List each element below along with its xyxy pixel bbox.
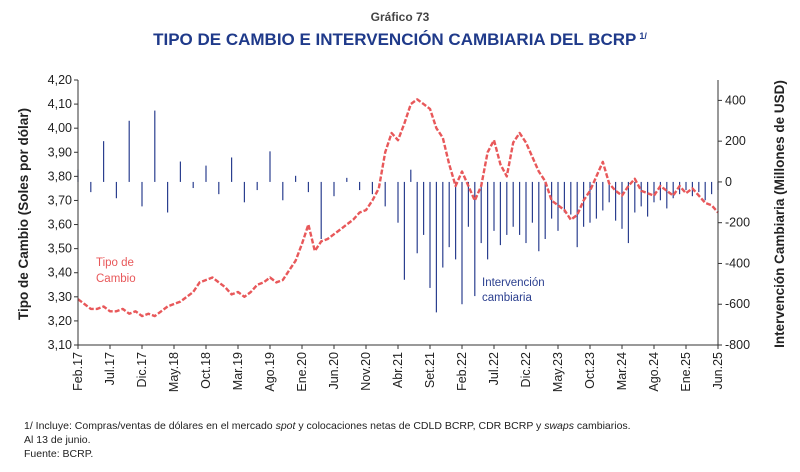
left-tick-label: 3,40 — [48, 266, 72, 280]
left-tick-label: 3,50 — [48, 242, 72, 256]
left-tick-label: 3,20 — [48, 314, 72, 328]
x-tick-label: Ago.19 — [263, 352, 277, 392]
right-tick-label: 400 — [725, 93, 746, 107]
left-tick-label: 3,70 — [48, 193, 72, 207]
x-tick-label: Mar.19 — [231, 352, 245, 390]
footnote-1-e: cambiarios. — [573, 420, 631, 432]
x-tick-labels: Feb.17 Jul.17 Dic.17 May.18 Oct.18 Mar.19 Ago.… — [71, 352, 725, 392]
right-tick-label: -600 — [725, 297, 750, 311]
x-tick-label: Jul.17 — [103, 352, 117, 385]
x-tick-label: Oct.18 — [199, 352, 213, 389]
right-tick-label: -400 — [725, 256, 750, 270]
x-tick-label: Nov.20 — [359, 352, 373, 391]
x-tick-label: Ene.20 — [295, 352, 309, 392]
right-tick-label: 0 — [725, 175, 732, 189]
x-tick-label: Jul.22 — [487, 352, 501, 385]
x-tick-label: May.18 — [167, 352, 181, 392]
figure-number: Gráfico 73 — [370, 10, 430, 24]
footnote-1-c: y colocaciones netas de CDLD BCRP, CDR B… — [295, 420, 545, 432]
x-tick-label: Dic.22 — [519, 352, 533, 387]
footnote-1: 1/ Incluye: Compras/ventas de dólares en… — [24, 419, 631, 433]
legend-exchange-line2: Cambio — [96, 273, 136, 285]
legend-intervention-line1: Intervención — [482, 277, 545, 289]
right-tick-label: -200 — [725, 216, 750, 230]
axes — [74, 79, 722, 349]
y-axis-left-label: Tipo de Cambio (Soles por dólar) — [16, 108, 31, 320]
left-tick-label: 3,80 — [48, 169, 72, 183]
left-tick-label: 3,10 — [48, 338, 72, 352]
intervention-series — [77, 110, 719, 313]
x-tick-label: Jun.25 — [711, 352, 725, 390]
footnote-2: Al 13 de junio. — [24, 434, 91, 446]
legend-intervention-line2: cambiaria — [482, 292, 532, 304]
x-tick-label: Abr.21 — [391, 352, 405, 388]
x-tick-label: Feb.17 — [71, 352, 85, 391]
right-tick-labels: -800 -600 -400 -200 0 200 400 — [725, 93, 750, 352]
x-tick-label: Mar.24 — [615, 352, 629, 390]
x-tick-label: Set.21 — [423, 352, 437, 388]
x-tick-label: Ene.25 — [679, 352, 693, 392]
left-tick-label: 3,90 — [48, 145, 72, 159]
right-tick-label: 200 — [725, 134, 746, 148]
exchange-rate-line — [77, 98, 719, 318]
chart-title: TIPO DE CAMBIO E INTERVENCIÓN CAMBIARIA … — [153, 30, 637, 49]
left-tick-label: 4,20 — [48, 73, 72, 87]
left-tick-labels: 3,10 3,20 3,30 3,40 3,50 3,60 3,70 3,80 3,90 4,00… — [48, 73, 72, 352]
footnote-1-d: swaps — [544, 420, 574, 432]
left-tick-label: 3,30 — [48, 290, 72, 304]
footnote-1-a: 1/ Incluye: Compras/ventas de dólares en… — [24, 420, 276, 432]
left-tick-label: 3,60 — [48, 218, 72, 232]
exchange-rate-series — [77, 98, 719, 318]
footnote-source: Fuente: BCRP. — [24, 448, 94, 460]
legend-exchange-line1: Tipo de — [96, 257, 134, 269]
x-tick-label: May.23 — [551, 352, 565, 392]
x-tick-label: Dic.17 — [135, 352, 149, 387]
right-tick-label: -800 — [725, 338, 750, 352]
chart-svg: 3,10 3,20 3,30 3,40 3,50 3,60 3,70 3,80 3,90 4,00… — [16, 73, 787, 392]
left-tick-label: 4,10 — [48, 97, 72, 111]
left-tick-label: 4,00 — [48, 121, 72, 135]
x-tick-label: Jun.20 — [327, 352, 341, 390]
footnote-1-b: spot — [275, 420, 296, 432]
footnotes: 1/ Incluye: Compras/ventas de dólares en… — [24, 419, 631, 461]
y-axis-right-label: Intervención Cambiaria (Millones de USD) — [772, 80, 787, 348]
title-note: 1/ — [639, 30, 647, 41]
x-tick-label: Ago.24 — [647, 352, 661, 392]
x-tick-label: Oct.23 — [583, 352, 597, 389]
title-wrap: TIPO DE CAMBIO E INTERVENCIÓN CAMBIARIA … — [0, 30, 800, 50]
x-tick-label: Feb.22 — [455, 352, 469, 391]
